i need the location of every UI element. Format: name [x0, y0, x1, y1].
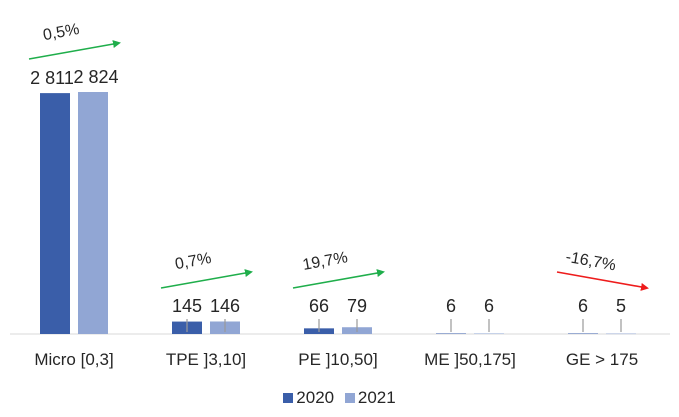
- trend-label-3: -16,7%: [564, 249, 617, 275]
- bar-2021-3: [474, 333, 504, 334]
- trend-arrow-0: [28, 40, 121, 60]
- data-label-2020-4: 6: [578, 296, 588, 316]
- x-tick-label-0: Micro [0,3]: [34, 350, 113, 369]
- x-tick-label-1: TPE ]3,10]: [166, 350, 246, 369]
- data-label-2021-4: 5: [616, 296, 626, 316]
- legend-label-2020: 2020: [296, 388, 335, 407]
- legend-swatch-2021: [344, 393, 355, 403]
- trend-label-0: 0,5%: [42, 21, 81, 44]
- legend-item-2021: 2021: [344, 388, 396, 408]
- x-tick-label-2: PE ]10,50]: [298, 350, 377, 369]
- data-label-2020-1: 145: [172, 296, 202, 316]
- trend-label-2: 19,7%: [301, 249, 349, 274]
- bar-2020-4: [568, 333, 598, 334]
- data-label-2021-0: 2 824: [73, 67, 118, 87]
- x-tick-label-4: GE > 175: [566, 350, 638, 369]
- data-label-2021-1: 146: [210, 296, 240, 316]
- bar-2020-0: [40, 93, 70, 335]
- trend-arrow-3: [556, 271, 649, 291]
- trend-label-1: 0,7%: [174, 250, 213, 273]
- trend-arrow-1: [160, 269, 253, 289]
- legend-item-2020: 2020: [283, 388, 334, 408]
- legend-label-2021: 2021: [357, 388, 396, 407]
- data-label-2020-0: 2 811: [30, 68, 74, 88]
- data-label-2020-2: 66: [309, 296, 329, 316]
- legend-swatch-2020: [283, 393, 294, 403]
- x-tick-label-3: ME ]50,175]: [424, 350, 516, 369]
- data-label-2021-2: 79: [347, 296, 367, 316]
- legend: 2020 2021: [0, 388, 679, 408]
- trend-arrow-2: [292, 269, 385, 289]
- bar-2021-4: [606, 333, 636, 335]
- bar-2020-3: [436, 333, 466, 334]
- data-label-2020-3: 6: [446, 296, 456, 316]
- data-label-2021-3: 6: [484, 296, 494, 316]
- bar-2021-0: [78, 92, 108, 334]
